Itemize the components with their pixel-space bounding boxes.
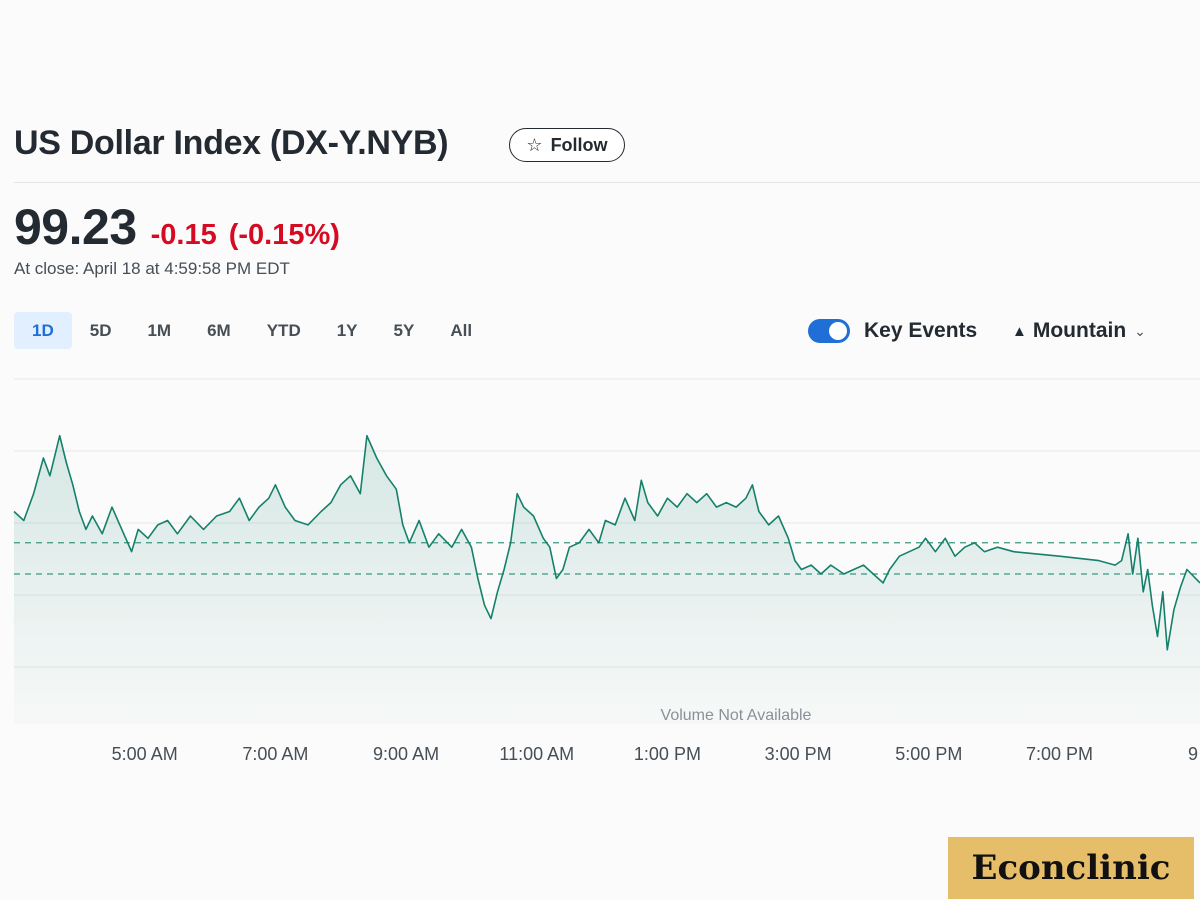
x-tick-label: 3:00 PM	[765, 744, 832, 764]
range-tab-5d[interactable]: 5D	[89, 320, 112, 340]
range-tab-6m[interactable]: 6M	[207, 320, 231, 340]
range-tab-5y[interactable]: 5Y	[393, 320, 415, 340]
page-title: US Dollar Index (DX-Y.NYB)	[14, 124, 449, 162]
brand-badge: Econclinic	[948, 837, 1194, 899]
toggle-knob	[829, 322, 847, 340]
key-events-label: Key Events	[864, 319, 978, 342]
range-tab-all[interactable]: All	[450, 320, 473, 340]
volume-note: Volume Not Available	[661, 707, 812, 724]
key-events-toggle[interactable]	[808, 319, 850, 343]
price-value: 99.23	[14, 199, 137, 255]
price-change: -0.15	[150, 219, 217, 251]
x-tick-label: 5:00 AM	[112, 744, 178, 764]
header-divider	[14, 182, 1200, 183]
range-tabs: 1D 5D 1M 6M YTD 1Y 5Y All	[14, 312, 490, 349]
star-outline-icon: ☆	[526, 134, 543, 155]
follow-label: Follow	[550, 134, 608, 155]
price-line	[13, 434, 1200, 651]
x-tick-label: 9	[1188, 744, 1198, 764]
price-area-fill	[14, 435, 1200, 724]
price-change-percent: (-0.15%)	[228, 219, 340, 251]
close-timestamp: At close: April 18 at 4:59:58 PM EDT	[14, 259, 290, 278]
chevron-down-icon: ⌄	[1134, 322, 1146, 339]
x-tick-label: 9:00 AM	[373, 744, 439, 764]
range-tab-ytd[interactable]: YTD	[266, 320, 301, 340]
follow-button[interactable]: ☆ Follow	[509, 128, 625, 162]
x-tick-label: 5:00 PM	[895, 744, 962, 764]
brand-name: Econclinic	[971, 848, 1171, 888]
range-tab-1y[interactable]: 1Y	[336, 320, 358, 340]
range-tab-1m[interactable]: 1M	[147, 320, 172, 340]
x-tick-label: 1:00 PM	[634, 744, 701, 764]
chart-type-label: Mountain	[1032, 319, 1127, 342]
x-tick-label: 11:00 AM	[499, 744, 574, 764]
quote-row: 99.23 -0.15 (-0.15%)	[14, 198, 340, 256]
x-tick-label: 7:00 PM	[1026, 744, 1093, 764]
range-tab-1d[interactable]: 1D	[14, 312, 72, 349]
x-tick-label: 7:00 AM	[242, 744, 308, 764]
chart-type-dropdown[interactable]: ▲ Mountain ⌄	[1012, 319, 1146, 343]
mountain-icon: ▲	[1012, 322, 1027, 340]
